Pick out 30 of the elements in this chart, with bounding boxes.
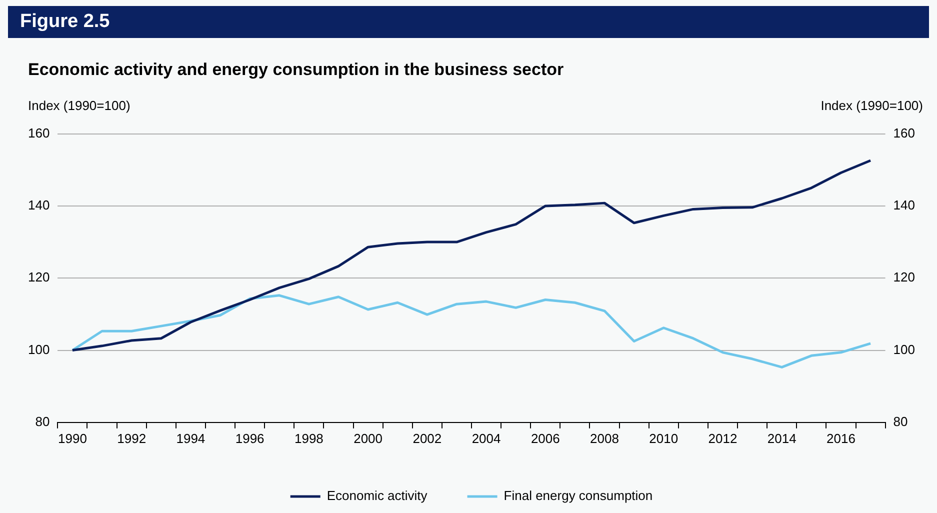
legend-label: Economic activity [326,488,428,504]
x-tick-label: 1992 [117,430,146,446]
x-tick-label: 2006 [530,430,560,446]
y-axis-title: Index (1990=100) [28,98,130,113]
y-tick-label: 120 [28,270,50,285]
y2-tick-label: 160 [893,125,916,140]
x-tick-label: 2016 [826,430,856,446]
x-tick-label: 2000 [354,430,383,446]
x-tick-label: 2012 [708,430,738,446]
caption: Figure 2.5 [8,6,929,38]
x-tick-label: 1996 [235,430,264,446]
y-tick-label: 80 [35,414,50,429]
x-tick-label: 1994 [176,430,206,446]
chart-title: Economic activity and energy consumption in the business sector [28,60,564,80]
y2-axis-title: Index (1990=100) [820,98,923,113]
x-tick-label: 2014 [767,430,796,446]
x-tick-label: 2008 [590,430,619,446]
y2-tick-label: 100 [893,342,916,357]
legend-label: Final energy consumption [504,488,653,504]
y-tick-label: 100 [28,342,50,357]
y2-tick-label: 140 [893,198,916,213]
x-tick-label: 1990 [58,430,87,446]
x-tick-label: 2010 [649,430,678,446]
x-tick-label: 2002 [412,430,442,446]
x-tick-label: 2004 [472,430,501,446]
y-tick-label: 160 [28,125,50,140]
y-tick-label: 140 [28,198,50,213]
y2-tick-label: 120 [893,270,916,285]
y2-tick-label: 80 [893,414,908,429]
x-tick-label: 1998 [294,430,324,446]
